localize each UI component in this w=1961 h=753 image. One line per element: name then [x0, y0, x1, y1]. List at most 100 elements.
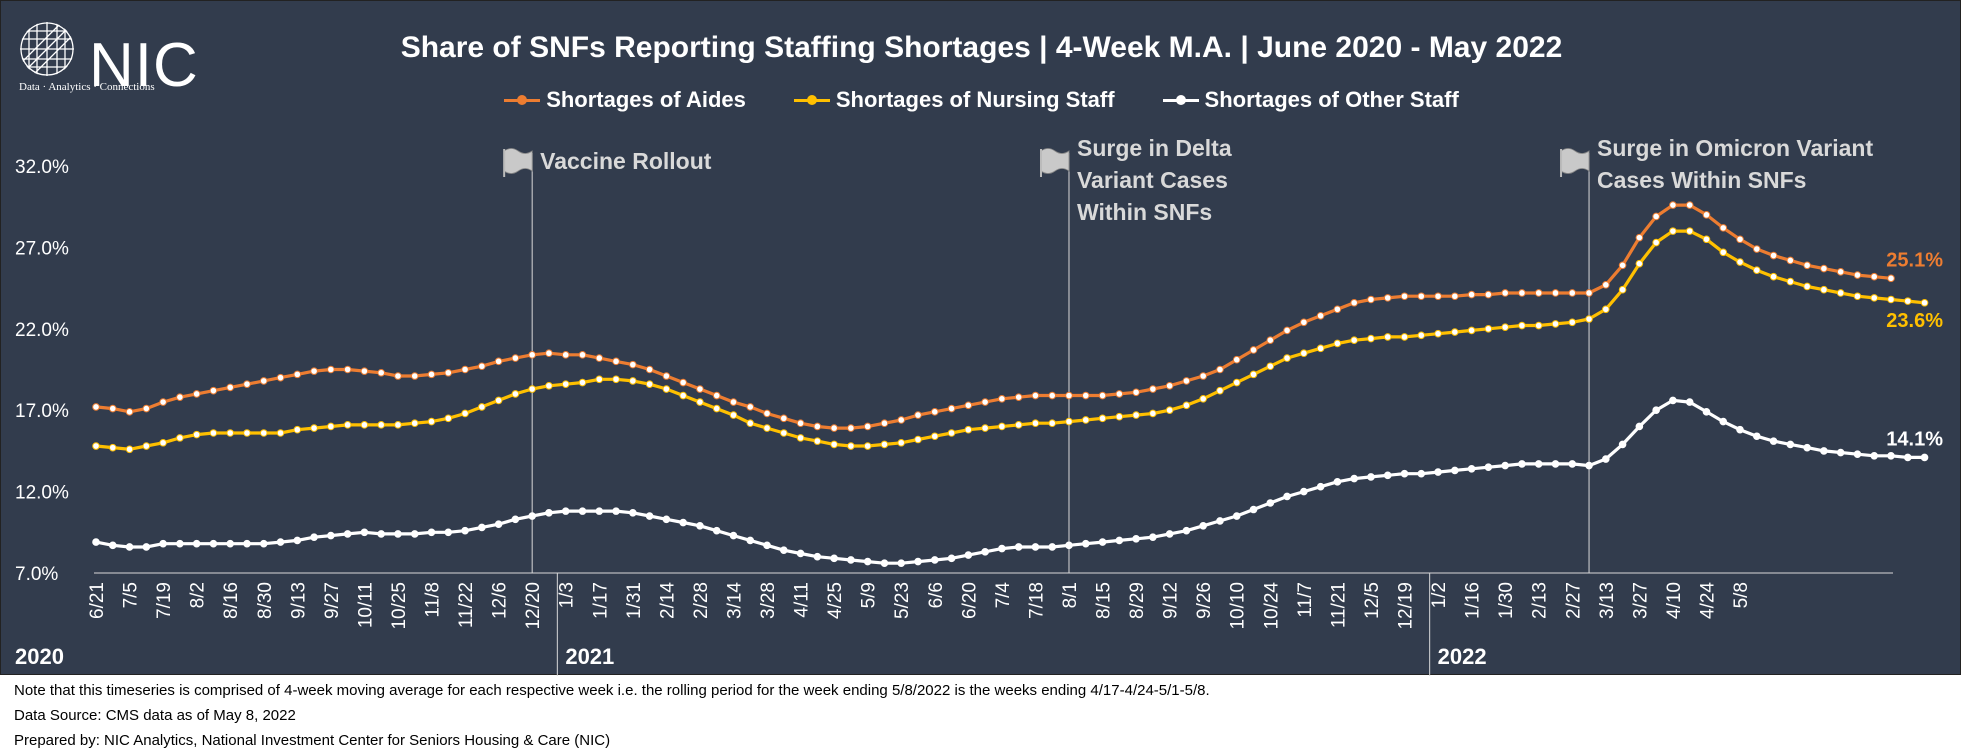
data-point: [1367, 334, 1375, 343]
data-point: [1383, 471, 1392, 480]
data-point: [629, 360, 637, 369]
data-point: [511, 354, 520, 362]
data-point: [1333, 339, 1342, 348]
data-point: [310, 367, 318, 375]
data-point: [159, 398, 167, 406]
data-point: [561, 351, 570, 359]
data-point: [763, 409, 771, 418]
x-tick-label: 11/8: [423, 582, 444, 618]
end-value-label: 23.6%: [1886, 310, 1943, 332]
data-point: [729, 531, 738, 540]
data-point: [796, 549, 805, 558]
x-tick-label: 9/13: [288, 582, 309, 619]
data-point: [1618, 440, 1627, 449]
data-point: [1685, 201, 1694, 209]
x-tick-label: 6/20: [959, 582, 980, 619]
data-point: [1551, 289, 1560, 297]
x-tick-label: 3/13: [1597, 582, 1618, 619]
data-point: [1014, 543, 1023, 551]
annotation-text: Within SNFs: [1077, 199, 1212, 225]
data-point: [1031, 391, 1040, 400]
chart-legend: Shortages of Aides Shortages of Nursing …: [1, 87, 1961, 113]
data-point: [1367, 295, 1375, 304]
x-tick-label: 5/23: [892, 582, 913, 619]
data-point: [1501, 323, 1509, 331]
data-point: [494, 520, 503, 528]
data-point: [1048, 391, 1057, 400]
y-tick-label: 27.0%: [15, 238, 69, 259]
data-point: [1887, 295, 1895, 304]
end-value-label: 25.1%: [1886, 249, 1943, 271]
data-point: [343, 365, 352, 374]
data-point: [1350, 474, 1358, 483]
data-point: [1216, 517, 1224, 525]
x-tick-label: 2/13: [1530, 582, 1551, 619]
data-point: [293, 425, 302, 434]
legend-item-aides: Shortages of Aides: [504, 87, 746, 113]
data-point: [1484, 463, 1493, 471]
data-point: [108, 541, 117, 550]
data-point: [1685, 227, 1694, 235]
data-point: [964, 551, 973, 559]
data-point: [1383, 294, 1392, 302]
x-tick-label: 1/2: [1429, 582, 1450, 608]
nic-logo: NIC Data · Analytics · Connections: [17, 19, 207, 99]
data-point: [1400, 333, 1409, 341]
data-point: [427, 370, 436, 379]
data-point: [930, 556, 939, 564]
x-tick-label: 7/4: [993, 582, 1014, 609]
data-point: [461, 409, 469, 418]
data-point: [729, 398, 738, 406]
data-point: [1014, 393, 1023, 401]
data-point: [1803, 261, 1811, 270]
data-point: [1836, 289, 1845, 297]
data-point: [1635, 259, 1644, 268]
data-point: [645, 512, 654, 520]
data-point: [679, 391, 687, 400]
data-point: [276, 373, 285, 382]
data-point: [343, 530, 352, 538]
data-point: [1115, 390, 1124, 398]
data-point: [746, 536, 755, 545]
data-point: [444, 368, 453, 377]
flag-icon: [1560, 148, 1590, 174]
data-point: [327, 422, 335, 431]
data-point: [1367, 473, 1375, 481]
data-point: [863, 442, 872, 450]
data-point: [863, 422, 872, 431]
data-point: [947, 404, 956, 413]
x-tick-label: 3/14: [724, 582, 745, 619]
data-point: [1669, 227, 1677, 235]
data-point: [1467, 465, 1476, 473]
data-point: [696, 521, 704, 530]
data-point: [1752, 432, 1761, 441]
data-point: [1602, 305, 1610, 314]
data-point: [1887, 451, 1895, 460]
data-point: [679, 378, 687, 387]
data-point: [1769, 251, 1778, 260]
x-tick-label: 4/24: [1697, 582, 1718, 619]
data-point: [293, 370, 302, 379]
data-point: [629, 377, 637, 385]
legend-swatch-other: [1162, 93, 1199, 107]
data-point: [276, 429, 285, 437]
data-point: [1736, 258, 1744, 266]
data-point: [796, 419, 805, 428]
data-point: [259, 377, 268, 385]
data-point: [1702, 235, 1711, 244]
data-point: [92, 538, 100, 546]
data-point: [1534, 460, 1543, 468]
data-point: [1534, 289, 1543, 297]
data-point: [1451, 466, 1459, 475]
data-point: [1736, 425, 1744, 434]
data-point: [1484, 325, 1493, 333]
data-point: [444, 528, 453, 537]
data-point: [1115, 536, 1124, 545]
legend-swatch-nursing: [793, 93, 830, 107]
x-tick-label: 11/21: [1328, 582, 1349, 628]
data-point: [209, 386, 218, 395]
data-point: [327, 531, 335, 540]
x-tick-label: 2/14: [657, 582, 678, 619]
data-point: [1568, 289, 1577, 297]
legend-label-nursing: Shortages of Nursing Staff: [835, 87, 1115, 112]
